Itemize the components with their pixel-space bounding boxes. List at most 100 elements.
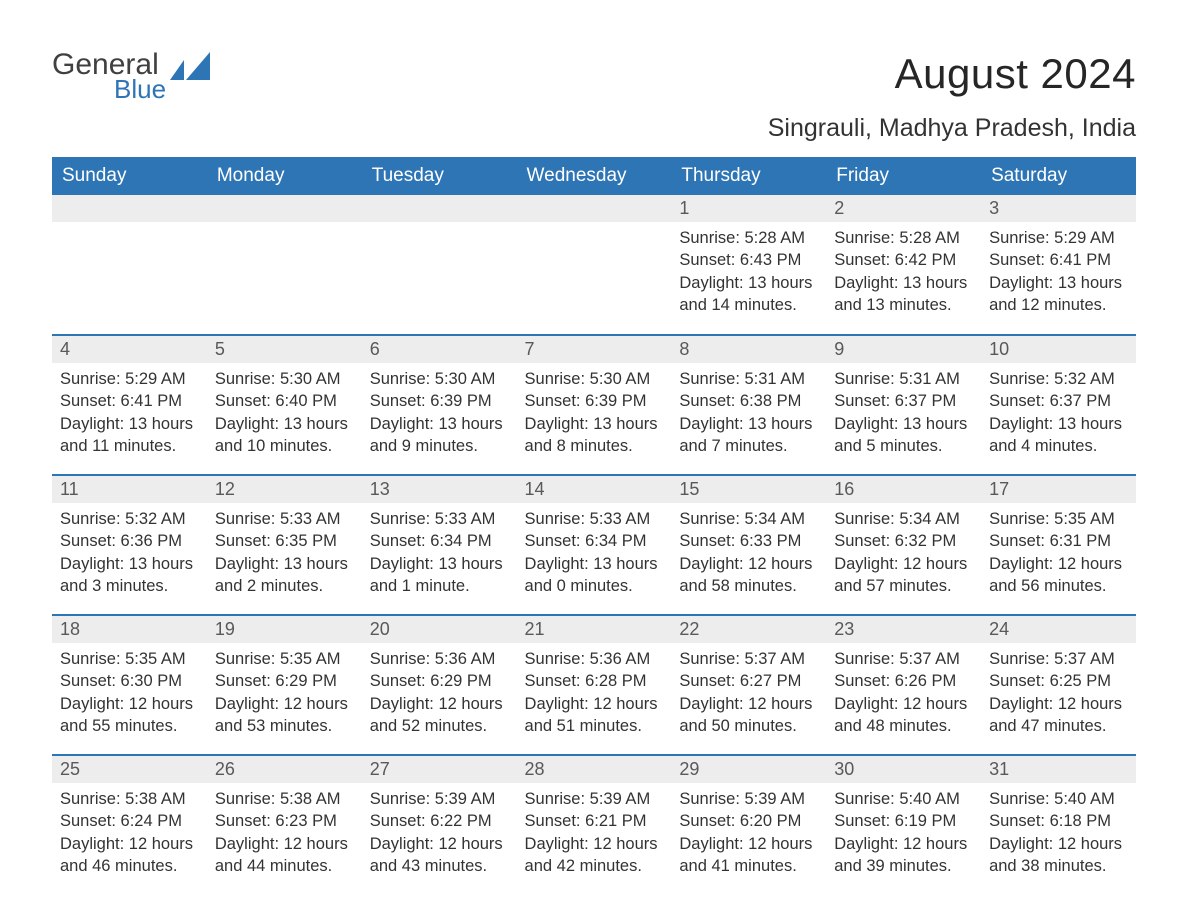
daylight-line: Daylight: 12 hours and 41 minutes.	[679, 833, 818, 878]
day-data: Sunrise: 5:37 AMSunset: 6:27 PMDaylight:…	[671, 643, 826, 745]
day-data: Sunrise: 5:33 AMSunset: 6:34 PMDaylight:…	[362, 503, 517, 605]
sunset-line: Sunset: 6:43 PM	[679, 249, 818, 271]
sunrise-line: Sunrise: 5:34 AM	[834, 508, 973, 530]
daylight-line: Daylight: 13 hours and 1 minute.	[370, 553, 509, 598]
calendar-day-empty	[517, 195, 672, 335]
daylight-line: Daylight: 12 hours and 38 minutes.	[989, 833, 1128, 878]
sunset-line: Sunset: 6:24 PM	[60, 810, 199, 832]
calendar-table: SundayMondayTuesdayWednesdayThursdayFrid…	[52, 157, 1136, 895]
sunset-line: Sunset: 6:42 PM	[834, 249, 973, 271]
day-number: 12	[207, 476, 362, 503]
day-number: 18	[52, 616, 207, 643]
sunrise-line: Sunrise: 5:31 AM	[679, 368, 818, 390]
day-header: Thursday	[671, 157, 826, 195]
day-header: Wednesday	[517, 157, 672, 195]
day-number: 17	[981, 476, 1136, 503]
day-data: Sunrise: 5:29 AMSunset: 6:41 PMDaylight:…	[981, 222, 1136, 324]
daylight-line: Daylight: 12 hours and 51 minutes.	[525, 693, 664, 738]
calendar-day: 21Sunrise: 5:36 AMSunset: 6:28 PMDayligh…	[517, 615, 672, 755]
calendar-week: 11Sunrise: 5:32 AMSunset: 6:36 PMDayligh…	[52, 475, 1136, 615]
calendar-day: 26Sunrise: 5:38 AMSunset: 6:23 PMDayligh…	[207, 755, 362, 895]
day-number: 1	[671, 195, 826, 222]
calendar-day: 19Sunrise: 5:35 AMSunset: 6:29 PMDayligh…	[207, 615, 362, 755]
calendar-week: 25Sunrise: 5:38 AMSunset: 6:24 PMDayligh…	[52, 755, 1136, 895]
day-data: Sunrise: 5:34 AMSunset: 6:33 PMDaylight:…	[671, 503, 826, 605]
day-data: Sunrise: 5:39 AMSunset: 6:20 PMDaylight:…	[671, 783, 826, 885]
calendar-day: 8Sunrise: 5:31 AMSunset: 6:38 PMDaylight…	[671, 335, 826, 475]
day-number-empty	[52, 195, 207, 222]
day-number-empty	[517, 195, 672, 222]
sunrise-line: Sunrise: 5:29 AM	[989, 227, 1128, 249]
day-data: Sunrise: 5:30 AMSunset: 6:39 PMDaylight:…	[362, 363, 517, 465]
sunset-line: Sunset: 6:34 PM	[525, 530, 664, 552]
day-number: 19	[207, 616, 362, 643]
daylight-line: Daylight: 12 hours and 55 minutes.	[60, 693, 199, 738]
sunset-line: Sunset: 6:39 PM	[525, 390, 664, 412]
daylight-line: Daylight: 12 hours and 53 minutes.	[215, 693, 354, 738]
calendar-day: 25Sunrise: 5:38 AMSunset: 6:24 PMDayligh…	[52, 755, 207, 895]
logo-blue-text: Blue	[114, 76, 166, 102]
sunrise-line: Sunrise: 5:28 AM	[679, 227, 818, 249]
month-title: August 2024	[895, 50, 1136, 98]
sunset-line: Sunset: 6:29 PM	[370, 670, 509, 692]
sunrise-line: Sunrise: 5:39 AM	[525, 788, 664, 810]
calendar-day: 15Sunrise: 5:34 AMSunset: 6:33 PMDayligh…	[671, 475, 826, 615]
header-row: General Blue August 2024	[52, 50, 1136, 102]
logo: General Blue	[52, 50, 218, 102]
sunset-line: Sunset: 6:40 PM	[215, 390, 354, 412]
day-data: Sunrise: 5:35 AMSunset: 6:29 PMDaylight:…	[207, 643, 362, 745]
day-number: 30	[826, 756, 981, 783]
calendar-day: 11Sunrise: 5:32 AMSunset: 6:36 PMDayligh…	[52, 475, 207, 615]
sunrise-line: Sunrise: 5:33 AM	[525, 508, 664, 530]
sunrise-line: Sunrise: 5:35 AM	[215, 648, 354, 670]
calendar-day: 30Sunrise: 5:40 AMSunset: 6:19 PMDayligh…	[826, 755, 981, 895]
day-data: Sunrise: 5:30 AMSunset: 6:40 PMDaylight:…	[207, 363, 362, 465]
day-data: Sunrise: 5:35 AMSunset: 6:30 PMDaylight:…	[52, 643, 207, 745]
sunrise-line: Sunrise: 5:35 AM	[60, 648, 199, 670]
sunset-line: Sunset: 6:36 PM	[60, 530, 199, 552]
day-number: 15	[671, 476, 826, 503]
sunrise-line: Sunrise: 5:37 AM	[679, 648, 818, 670]
day-data: Sunrise: 5:32 AMSunset: 6:36 PMDaylight:…	[52, 503, 207, 605]
sunset-line: Sunset: 6:37 PM	[834, 390, 973, 412]
title-block: August 2024	[895, 50, 1136, 98]
sunrise-line: Sunrise: 5:35 AM	[989, 508, 1128, 530]
day-header: Tuesday	[362, 157, 517, 195]
day-number: 27	[362, 756, 517, 783]
daylight-line: Daylight: 13 hours and 0 minutes.	[525, 553, 664, 598]
calendar-day: 29Sunrise: 5:39 AMSunset: 6:20 PMDayligh…	[671, 755, 826, 895]
day-data: Sunrise: 5:39 AMSunset: 6:21 PMDaylight:…	[517, 783, 672, 885]
calendar-day-empty	[52, 195, 207, 335]
sunrise-line: Sunrise: 5:37 AM	[834, 648, 973, 670]
day-header: Sunday	[52, 157, 207, 195]
sunset-line: Sunset: 6:34 PM	[370, 530, 509, 552]
calendar-day: 2Sunrise: 5:28 AMSunset: 6:42 PMDaylight…	[826, 195, 981, 335]
day-data: Sunrise: 5:28 AMSunset: 6:43 PMDaylight:…	[671, 222, 826, 324]
sunset-line: Sunset: 6:37 PM	[989, 390, 1128, 412]
day-number: 14	[517, 476, 672, 503]
daylight-line: Daylight: 12 hours and 58 minutes.	[679, 553, 818, 598]
sunset-line: Sunset: 6:27 PM	[679, 670, 818, 692]
day-header: Friday	[826, 157, 981, 195]
calendar-day: 31Sunrise: 5:40 AMSunset: 6:18 PMDayligh…	[981, 755, 1136, 895]
sunrise-line: Sunrise: 5:30 AM	[215, 368, 354, 390]
calendar-week: 4Sunrise: 5:29 AMSunset: 6:41 PMDaylight…	[52, 335, 1136, 475]
sunrise-line: Sunrise: 5:36 AM	[370, 648, 509, 670]
daylight-line: Daylight: 13 hours and 13 minutes.	[834, 272, 973, 317]
sunset-line: Sunset: 6:39 PM	[370, 390, 509, 412]
sunset-line: Sunset: 6:20 PM	[679, 810, 818, 832]
day-data: Sunrise: 5:36 AMSunset: 6:28 PMDaylight:…	[517, 643, 672, 745]
day-number: 28	[517, 756, 672, 783]
day-data: Sunrise: 5:40 AMSunset: 6:19 PMDaylight:…	[826, 783, 981, 885]
day-number: 6	[362, 336, 517, 363]
day-data: Sunrise: 5:39 AMSunset: 6:22 PMDaylight:…	[362, 783, 517, 885]
day-header: Saturday	[981, 157, 1136, 195]
sunrise-line: Sunrise: 5:38 AM	[60, 788, 199, 810]
sunset-line: Sunset: 6:21 PM	[525, 810, 664, 832]
day-data: Sunrise: 5:38 AMSunset: 6:23 PMDaylight:…	[207, 783, 362, 885]
calendar-day: 13Sunrise: 5:33 AMSunset: 6:34 PMDayligh…	[362, 475, 517, 615]
day-number: 26	[207, 756, 362, 783]
day-number: 23	[826, 616, 981, 643]
daylight-line: Daylight: 13 hours and 9 minutes.	[370, 413, 509, 458]
day-number: 31	[981, 756, 1136, 783]
